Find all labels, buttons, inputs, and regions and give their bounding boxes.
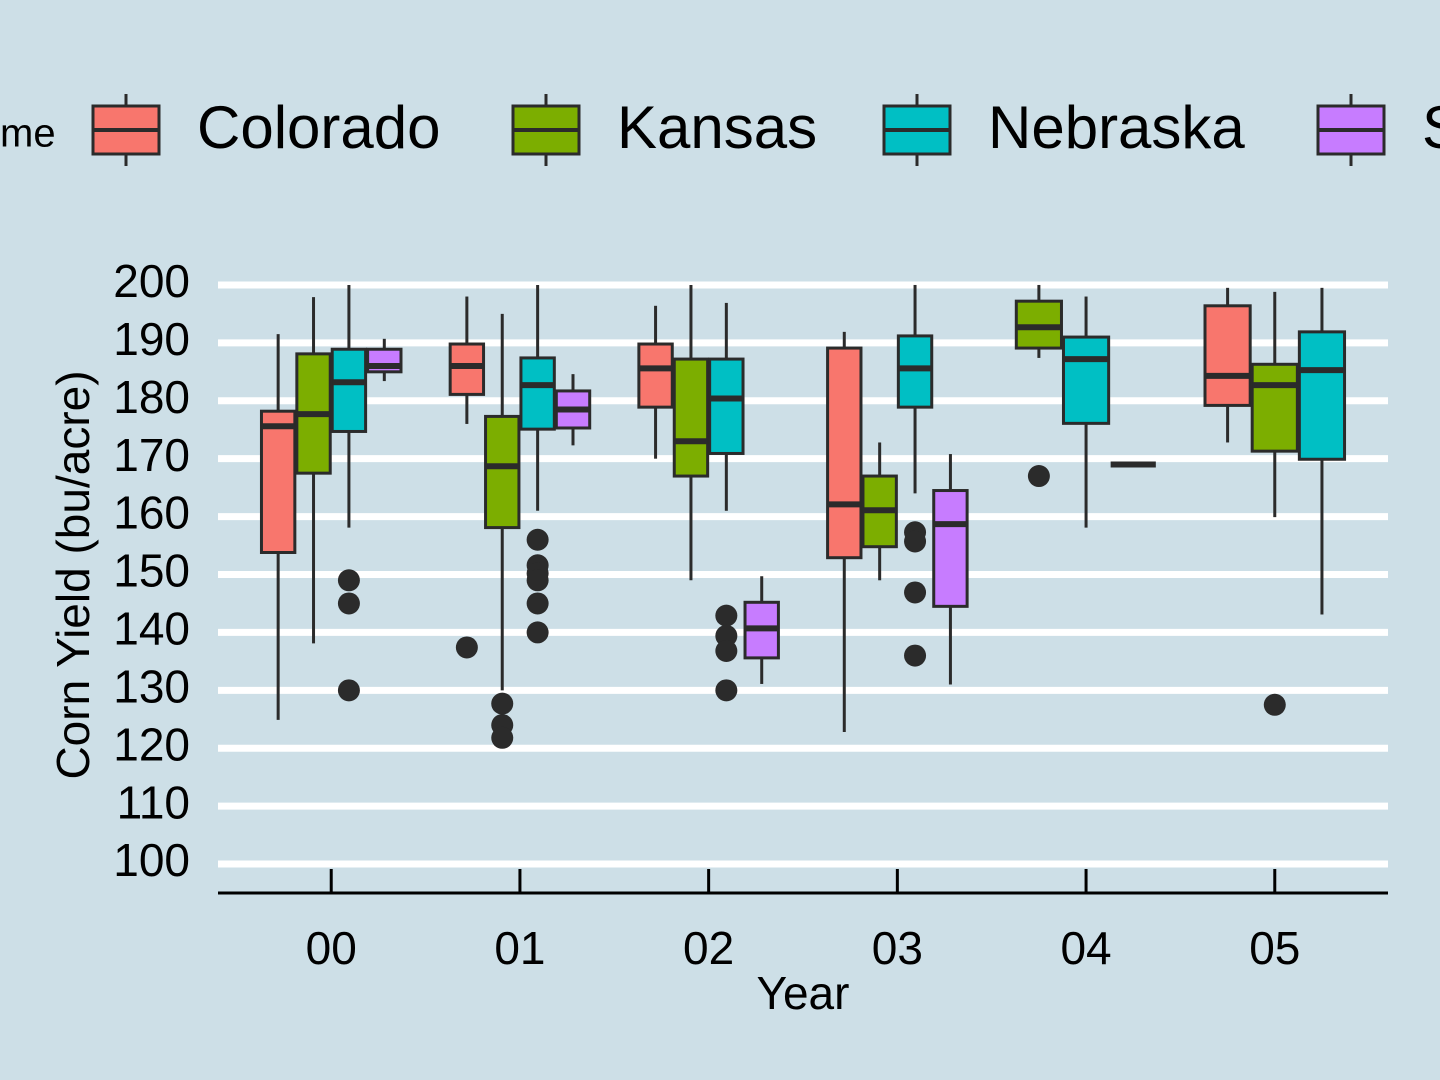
x-tick-label: 05 bbox=[1249, 922, 1300, 974]
box-group bbox=[484, 313, 521, 749]
outlier bbox=[904, 530, 927, 553]
box-group bbox=[826, 331, 863, 733]
y-tick-label: 130 bbox=[113, 660, 190, 712]
y-tick-label: 200 bbox=[113, 255, 190, 307]
box bbox=[519, 356, 556, 431]
outlier bbox=[526, 592, 549, 615]
x-tick-label: 00 bbox=[306, 922, 357, 974]
box-group bbox=[330, 284, 368, 702]
outlier bbox=[337, 569, 360, 592]
outlier bbox=[715, 604, 738, 627]
outlier bbox=[526, 528, 549, 551]
box-group bbox=[1061, 296, 1111, 528]
box-group bbox=[932, 454, 969, 685]
box-group bbox=[1297, 287, 1347, 615]
outlier bbox=[491, 726, 514, 749]
outlier bbox=[715, 679, 738, 702]
legend-label: Colorado bbox=[197, 94, 441, 161]
outlier bbox=[491, 692, 514, 715]
box bbox=[932, 489, 969, 608]
box-group bbox=[637, 305, 674, 459]
y-tick-label: 110 bbox=[117, 776, 190, 828]
box-group bbox=[1203, 287, 1252, 443]
x-tick-label: 01 bbox=[494, 922, 545, 974]
box-group bbox=[1014, 284, 1063, 488]
y-tick-label: 190 bbox=[113, 313, 190, 365]
box-group bbox=[554, 374, 592, 446]
box-group bbox=[896, 284, 934, 667]
y-tick-label: 100 bbox=[113, 834, 190, 886]
box bbox=[330, 347, 368, 433]
box bbox=[1061, 335, 1111, 425]
box-group bbox=[448, 296, 486, 659]
box bbox=[826, 346, 863, 560]
x-tick-label: 03 bbox=[872, 922, 923, 974]
outlier bbox=[904, 644, 927, 667]
x-tick-label: 02 bbox=[683, 922, 734, 974]
box-group bbox=[1250, 291, 1299, 716]
box bbox=[259, 409, 297, 554]
legend-title: me bbox=[0, 112, 56, 156]
outlier bbox=[337, 679, 360, 702]
outlier bbox=[1263, 693, 1286, 716]
y-tick-label: 170 bbox=[113, 429, 190, 481]
legend-label: Kansas bbox=[617, 94, 817, 161]
box-group bbox=[672, 284, 710, 581]
outlier bbox=[1027, 465, 1050, 488]
outlier bbox=[455, 636, 478, 659]
box-group bbox=[295, 297, 332, 644]
box-group bbox=[259, 334, 297, 720]
y-tick-label: 180 bbox=[113, 371, 190, 423]
box bbox=[637, 342, 674, 409]
y-tick-label: 120 bbox=[113, 718, 190, 770]
box-group bbox=[743, 576, 780, 684]
y-tick-label: 150 bbox=[113, 545, 190, 597]
box-group bbox=[708, 302, 745, 702]
x-tick-label: 04 bbox=[1060, 922, 1111, 974]
box-group bbox=[366, 338, 403, 382]
outlier bbox=[526, 621, 549, 644]
box-group bbox=[519, 284, 556, 644]
legend-label: S bbox=[1422, 94, 1440, 161]
y-axis-title: Corn Yield (bu/acre) bbox=[47, 370, 99, 779]
box bbox=[672, 357, 710, 478]
y-tick-label: 140 bbox=[113, 603, 190, 655]
box bbox=[1203, 304, 1252, 407]
outlier bbox=[904, 581, 927, 604]
outlier bbox=[337, 592, 360, 615]
box bbox=[448, 342, 486, 396]
box bbox=[1250, 362, 1299, 453]
box bbox=[484, 414, 521, 530]
box bbox=[896, 334, 934, 409]
outlier bbox=[715, 624, 738, 647]
outlier bbox=[715, 639, 738, 662]
x-axis-title: Year bbox=[757, 967, 850, 1019]
box-group bbox=[861, 442, 898, 581]
box bbox=[1297, 330, 1347, 461]
y-tick-label: 160 bbox=[113, 487, 190, 539]
legend-label: Nebraska bbox=[988, 94, 1245, 161]
box bbox=[708, 357, 745, 455]
outlier bbox=[526, 569, 549, 592]
